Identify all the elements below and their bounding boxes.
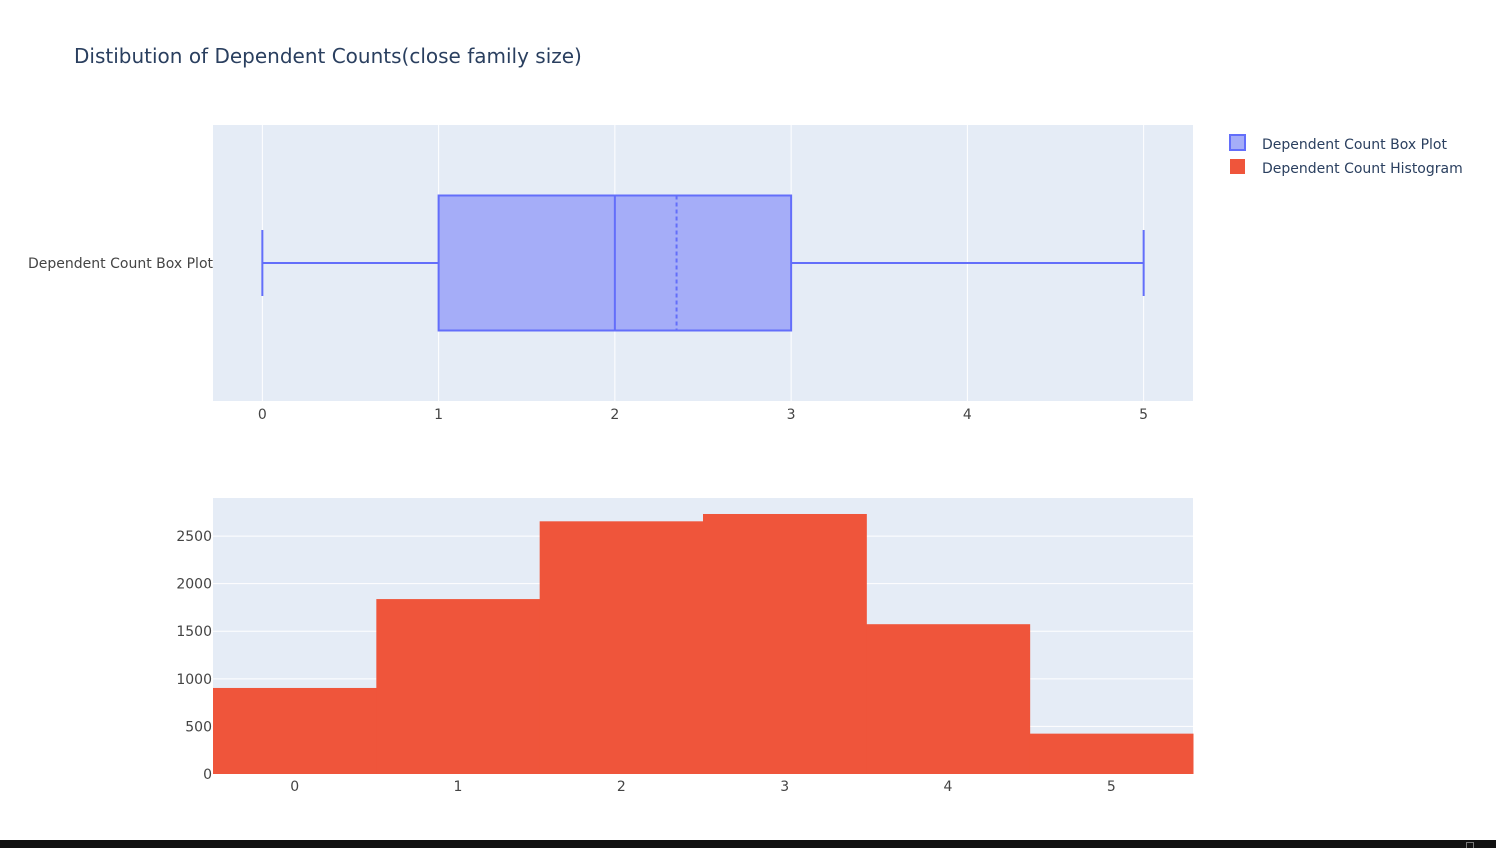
box-marks[interactable] (261, 194, 1145, 332)
histogram-bar[interactable] (539, 521, 704, 774)
histogram-panel: 0 500 1000 1500 2000 2500 0 1 2 3 4 5 (176, 498, 1194, 795)
box-x-tick-label: 1 (434, 407, 443, 423)
box-x-tick-label: 2 (610, 407, 619, 423)
box-category-label: Dependent Count Box Plot (28, 256, 213, 272)
box-x-tick-label: 3 (787, 407, 796, 423)
histogram-x-ticks: 0 1 2 3 4 5 (290, 779, 1116, 795)
histogram-bar[interactable] (703, 513, 867, 774)
histogram-x-tick-label: 1 (454, 779, 463, 795)
legend-swatch-box-plot (1229, 134, 1246, 151)
window-corner-icon (1466, 842, 1474, 848)
legend[interactable]: Dependent Count Box Plot Dependent Count… (1229, 134, 1463, 177)
legend-label-histogram: Dependent Count Histogram (1262, 161, 1463, 177)
histogram-x-tick-label: 5 (1107, 779, 1116, 795)
histogram-y-ticks: 0 500 1000 1500 2000 2500 (176, 529, 212, 783)
histogram-bars[interactable] (213, 513, 1194, 774)
histogram-x-tick-label: 4 (944, 779, 953, 795)
box-x-tick-label: 5 (1139, 407, 1148, 423)
histogram-x-tick-label: 0 (290, 779, 299, 795)
chart-title: Distibution of Dependent Counts(close fa… (74, 44, 582, 68)
histogram-y-tick-label: 500 (185, 719, 212, 735)
box-x-tick-label: 4 (963, 407, 972, 423)
box-x-ticks: 0 1 2 3 4 5 (258, 407, 1148, 423)
histogram-bar[interactable] (866, 624, 1031, 774)
histogram-x-tick-label: 3 (780, 779, 789, 795)
histogram-y-tick-label: 2500 (176, 529, 212, 545)
legend-swatch-histogram (1230, 159, 1245, 174)
legend-item-box-plot[interactable]: Dependent Count Box Plot (1229, 134, 1447, 153)
legend-item-histogram[interactable]: Dependent Count Histogram (1230, 159, 1463, 177)
histogram-y-tick-label: 2000 (176, 577, 212, 593)
histogram-bar[interactable] (376, 599, 541, 774)
box-panel: 0 1 2 3 4 5 Dependent Count Box Plot (28, 125, 1193, 423)
box-x-tick-label: 0 (258, 407, 267, 423)
bottom-bar (0, 840, 1496, 848)
legend-label-box-plot: Dependent Count Box Plot (1262, 137, 1447, 153)
histogram-x-tick-label: 2 (617, 779, 626, 795)
histogram-bar[interactable] (213, 687, 377, 774)
histogram-y-tick-label: 1000 (176, 672, 212, 688)
histogram-y-tick-label: 1500 (176, 624, 212, 640)
histogram-bar[interactable] (1029, 733, 1194, 774)
histogram-y-tick-label: 0 (203, 767, 212, 783)
